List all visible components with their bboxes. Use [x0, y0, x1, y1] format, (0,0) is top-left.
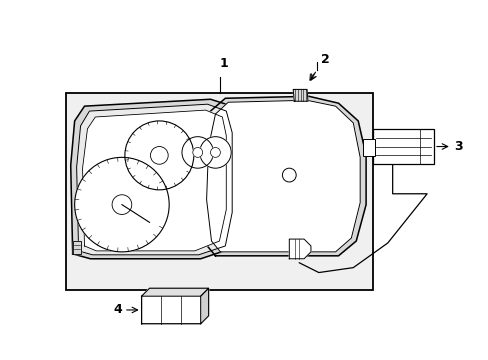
Text: 3: 3: [453, 140, 461, 153]
Polygon shape: [293, 89, 307, 101]
Polygon shape: [82, 110, 226, 251]
Circle shape: [75, 157, 169, 252]
Circle shape: [192, 148, 202, 157]
Polygon shape: [142, 288, 208, 296]
Circle shape: [112, 195, 131, 215]
Polygon shape: [200, 96, 366, 256]
Bar: [363, 139, 374, 156]
Circle shape: [199, 137, 231, 168]
Polygon shape: [73, 241, 81, 254]
Text: 1: 1: [220, 57, 228, 70]
Polygon shape: [77, 104, 232, 255]
Polygon shape: [142, 288, 208, 324]
Circle shape: [282, 168, 296, 182]
Circle shape: [210, 148, 220, 157]
Text: 4: 4: [113, 303, 122, 316]
Bar: [372, 129, 433, 164]
Circle shape: [124, 121, 193, 190]
Polygon shape: [71, 99, 238, 259]
Text: 2: 2: [320, 53, 329, 66]
Polygon shape: [200, 288, 208, 324]
Circle shape: [182, 137, 213, 168]
Polygon shape: [206, 100, 360, 252]
Polygon shape: [289, 239, 310, 259]
Bar: [66, 93, 372, 290]
Circle shape: [150, 147, 168, 164]
